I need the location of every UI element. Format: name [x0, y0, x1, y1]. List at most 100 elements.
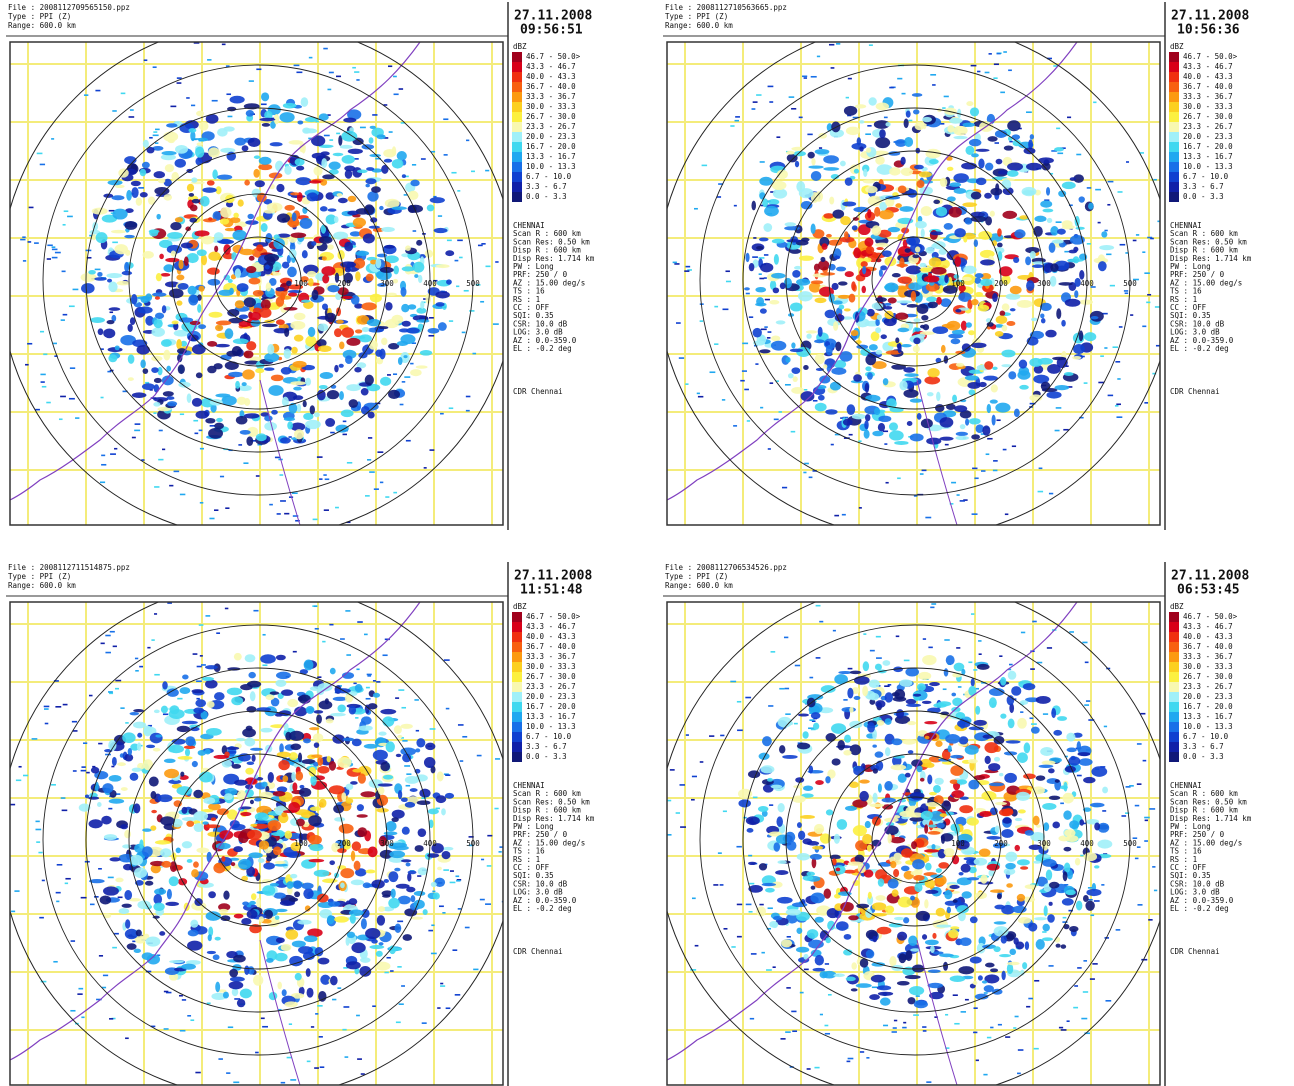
echo [806, 872, 814, 876]
echo [89, 819, 103, 828]
clutter-dash [737, 936, 742, 938]
clutter-dash [817, 56, 820, 58]
clutter-dash [862, 528, 866, 530]
echo [872, 225, 882, 235]
legend-label: 3.3 - 6.7 [1183, 742, 1224, 751]
clutter-dash [218, 1058, 223, 1060]
clutter-dash [399, 88, 404, 90]
echo [143, 251, 154, 259]
clutter-dash [42, 880, 45, 882]
echo [418, 275, 422, 283]
echo [126, 190, 132, 201]
echo [967, 818, 979, 826]
echo [1040, 200, 1052, 207]
echo [791, 342, 795, 348]
echo [336, 320, 344, 324]
clutter-dash [36, 841, 40, 843]
clutter-dash [1116, 416, 1122, 418]
scan-range: Range: 600.0 km [665, 21, 733, 30]
echo [964, 857, 976, 860]
echo [433, 892, 440, 899]
echo [168, 745, 184, 753]
echo [221, 856, 225, 862]
clutter-dash [985, 72, 990, 74]
echo [1043, 822, 1049, 831]
echo [273, 791, 286, 796]
echo [810, 854, 822, 860]
echo [273, 238, 284, 249]
echo [101, 816, 111, 825]
clutter-dash [111, 766, 114, 768]
echo [1069, 820, 1079, 829]
echo [391, 817, 398, 822]
clutter-dash [367, 674, 372, 676]
echo [149, 230, 158, 237]
echo [1079, 819, 1084, 825]
clutter-dash [1084, 382, 1088, 384]
clutter-dash [1067, 1020, 1070, 1022]
echo [160, 848, 171, 857]
echo [915, 221, 927, 229]
echo [207, 951, 216, 954]
echo [326, 719, 334, 724]
echo [342, 155, 355, 164]
echo [143, 140, 149, 148]
echo [341, 792, 346, 801]
echo [317, 390, 326, 401]
echo [195, 147, 204, 158]
echo [962, 123, 975, 127]
echo [978, 159, 984, 169]
clutter-dash [385, 496, 389, 498]
echo [236, 416, 248, 425]
echo [343, 118, 356, 123]
range-label: 100 [951, 839, 965, 848]
echo [190, 920, 198, 928]
clutter-dash [112, 242, 118, 244]
echo [977, 664, 990, 670]
echo [153, 903, 164, 911]
echo [442, 851, 451, 859]
echo [1052, 357, 1066, 360]
echo [380, 709, 396, 714]
echo [1030, 251, 1036, 259]
echo [296, 166, 304, 171]
echo [797, 853, 810, 861]
echo [979, 811, 991, 817]
echo [96, 232, 108, 243]
echo [425, 250, 433, 258]
clutter-dash [23, 260, 26, 262]
clutter-dash [750, 1018, 754, 1020]
echo [345, 355, 353, 364]
echo [1062, 225, 1075, 230]
echo [971, 192, 982, 200]
echo [869, 344, 878, 351]
echo [358, 725, 372, 731]
clutter-dash [710, 371, 716, 373]
clutter-dash [748, 855, 752, 857]
echo [349, 898, 358, 905]
echo [768, 199, 780, 205]
clutter-dash [372, 114, 377, 116]
echo [866, 147, 871, 152]
echo [188, 295, 198, 306]
echo [947, 167, 953, 171]
echo [402, 174, 406, 178]
echo [176, 275, 184, 281]
clutter-dash [734, 205, 737, 207]
echo [796, 279, 810, 286]
echo [352, 769, 363, 773]
clutter-dash [770, 382, 774, 384]
echo [877, 314, 882, 320]
echo [903, 367, 915, 373]
echo [965, 745, 979, 755]
clutter-dash [1057, 153, 1063, 155]
echo [844, 934, 852, 940]
clutter-dash [785, 688, 789, 690]
echo [747, 828, 754, 833]
echo [158, 179, 165, 184]
clutter-dash [1030, 717, 1034, 719]
echo [870, 803, 885, 807]
echo [922, 655, 936, 665]
clutter-dash [819, 147, 822, 149]
clutter-dash [974, 1007, 978, 1009]
